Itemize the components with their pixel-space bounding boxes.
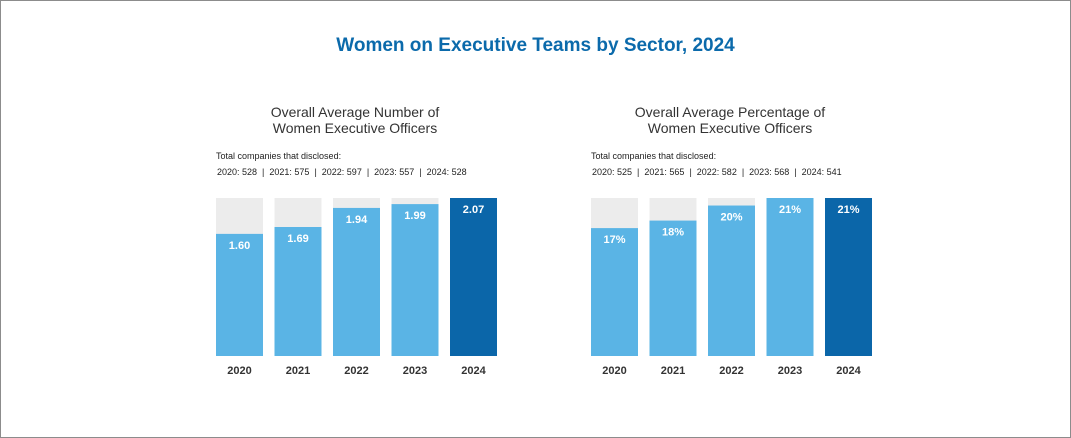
data-label: 1.99	[404, 210, 425, 222]
disclosure-item: 2022: 582	[696, 167, 737, 177]
bar-2024	[450, 198, 497, 356]
disclosure-item: 2024: 528	[426, 167, 467, 177]
data-label: 21%	[779, 204, 801, 216]
x-tick-label: 2021	[286, 365, 310, 377]
data-label: 1.94	[346, 214, 368, 226]
disclosure-item: 2021: 565	[644, 167, 685, 177]
data-label: 17%	[603, 234, 625, 246]
disclosure-row: 2020: 528 | 2021: 575 | 2022: 597 | 2023: 557 |…	[217, 167, 467, 177]
x-tick-label: 2020	[602, 365, 626, 377]
panel-title: Overall Average Percentage of Women Exec…	[590, 104, 870, 136]
panel-title-line-2: Women Executive Officers	[272, 120, 438, 136]
disclosure-item: 2020: 528	[217, 167, 258, 177]
disclosure-item: 2022: 597	[321, 167, 362, 177]
bar-2021	[649, 220, 697, 356]
disclosure-item: 2023: 568	[749, 167, 790, 177]
bar-2020	[591, 228, 638, 356]
bar-2024	[825, 198, 872, 356]
data-label: 2.07	[463, 204, 484, 216]
disclosure-label: Total companies that disclosed:	[216, 151, 342, 161]
disclosure-row: 2020: 525 | 2021: 565 | 2022: 582 | 2023: 568 |…	[592, 167, 842, 177]
x-tick-label: 2023	[403, 365, 427, 377]
disclosure-item: 2021: 575	[269, 167, 310, 177]
bar-2020	[216, 233, 263, 356]
page-title: Women on Executive Teams by Sector, 2024	[336, 35, 735, 56]
x-tick-label: 2023	[778, 365, 802, 377]
panel-title-line-1: Overall Average Number of	[270, 104, 440, 120]
x-tick-label: 2022	[719, 365, 743, 377]
panel-avg-percentage: Overall Average Percentage of Women Exec…	[590, 1, 880, 437]
disclosure-item: 2024: 541	[801, 167, 842, 177]
bar-2022	[333, 207, 380, 356]
data-label: 1.60	[229, 240, 250, 252]
disclosure-label: Total companies that disclosed:	[591, 151, 717, 161]
bar-2023	[766, 198, 814, 356]
bar-chart-avg-number: 1.60 2020 1.69 2021 1.94 2022 1.99 2023 2.07 2024	[216, 198, 497, 377]
bar-2021	[274, 227, 322, 356]
panel-title-line-1: Overall Average Percentage of	[634, 104, 826, 120]
data-label: 20%	[720, 212, 742, 224]
x-tick-label: 2024	[836, 365, 861, 377]
disclosure-item: 2023: 557	[374, 167, 415, 177]
panel-avg-number: Overall Average Number of Women Executiv…	[215, 1, 505, 437]
x-tick-label: 2022	[344, 365, 368, 377]
panel-title: Overall Average Number of Women Executiv…	[215, 104, 495, 136]
panel-title-line-2: Women Executive Officers	[647, 120, 813, 136]
x-tick-label: 2020	[227, 365, 251, 377]
x-tick-label: 2021	[661, 365, 685, 377]
x-tick-label: 2024	[461, 365, 486, 377]
disclosure-item: 2020: 525	[592, 167, 633, 177]
bar-chart-avg-percentage: 17% 2020 18% 2021 20% 2022 21% 2023 21% 2024	[591, 198, 872, 377]
bar-2022	[708, 205, 755, 356]
data-label: 18%	[662, 227, 684, 239]
data-label: 21%	[837, 204, 859, 216]
bar-2023	[391, 204, 439, 356]
data-label: 1.69	[287, 233, 308, 245]
